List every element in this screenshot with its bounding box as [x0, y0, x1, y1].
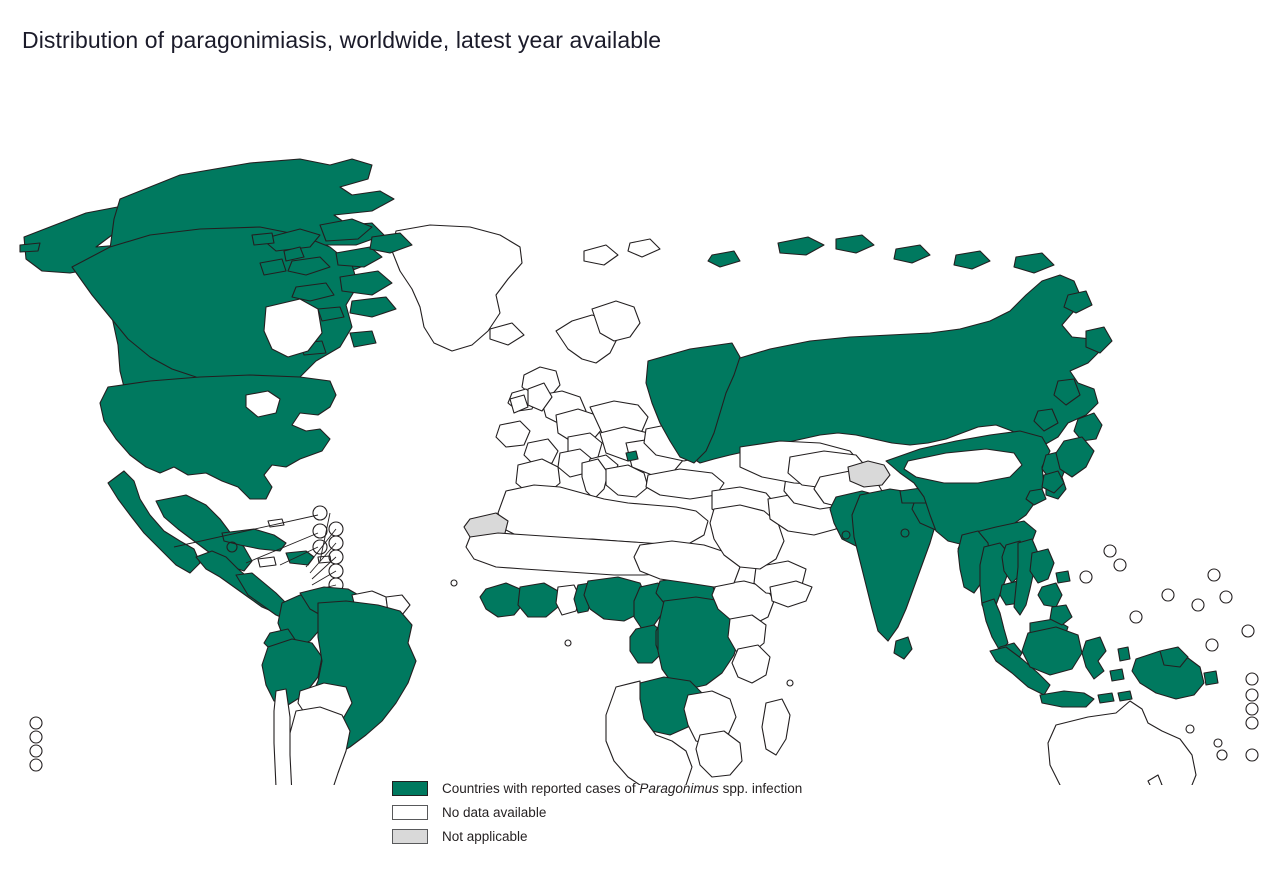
country-region [1073, 412, 1103, 442]
legend-item-reported: Countries with reported cases of Paragon… [392, 776, 862, 800]
country-region [1085, 326, 1113, 354]
country-region [893, 636, 913, 660]
legend-label-reported: Countries with reported cases of Paragon… [442, 781, 802, 796]
world-map [0, 95, 1280, 785]
country-region [555, 584, 581, 616]
legend-label-reported-pre: Countries with reported cases of [442, 780, 640, 796]
country-region [989, 646, 1051, 696]
country-region [291, 282, 335, 302]
pacific-island-callouts-left [29, 716, 43, 772]
country-region [107, 470, 201, 574]
country-region [953, 250, 991, 270]
country-region [1117, 690, 1133, 702]
country-region [1039, 690, 1095, 708]
legend-label-reported-species: Paragonimus [639, 780, 719, 796]
country-region [1021, 626, 1083, 676]
country-region [847, 460, 891, 488]
country-region [495, 420, 531, 448]
country-region [1063, 290, 1093, 314]
country-region [1041, 470, 1065, 494]
country-region [391, 224, 523, 352]
country-region [769, 580, 813, 608]
country-region [1037, 582, 1063, 608]
country-region [1147, 774, 1163, 785]
legend-label-reported-post: spp. infection [718, 780, 803, 796]
country-region [1159, 646, 1189, 668]
country-region [903, 448, 1023, 484]
country-region [1047, 700, 1197, 785]
country-region [605, 464, 649, 498]
country-region [1097, 692, 1115, 704]
country-region [339, 270, 393, 296]
country-region [335, 246, 383, 268]
country-region [583, 244, 619, 266]
country-region [517, 582, 559, 618]
country-region [489, 322, 525, 346]
country-region [283, 246, 305, 262]
country-region [1049, 604, 1073, 626]
country-region [273, 688, 293, 785]
country-region [155, 494, 253, 572]
legend-swatch-not-applicable [392, 828, 428, 844]
country-region [1109, 668, 1125, 682]
country-region [835, 234, 875, 254]
water-body [263, 298, 323, 358]
country-region [709, 504, 785, 570]
country-region [319, 218, 373, 242]
country-region [1053, 378, 1081, 406]
country-region [633, 540, 741, 588]
country-region [1013, 252, 1055, 274]
world-map-svg [19, 158, 1259, 785]
country-region [287, 706, 351, 785]
country-region [1033, 408, 1059, 432]
country-region [349, 296, 397, 318]
legend-swatch-reported [392, 780, 428, 796]
country-region [761, 698, 791, 756]
country-region [349, 330, 377, 348]
country-region [259, 258, 287, 276]
country-region [251, 232, 275, 246]
water-body [245, 390, 281, 418]
country-region [1029, 548, 1055, 584]
country-region [981, 598, 1009, 652]
country-region [19, 242, 41, 253]
country-region [591, 300, 641, 342]
country-region [1055, 570, 1071, 584]
country-region [627, 238, 661, 258]
country-region [1203, 670, 1219, 686]
map-legend: Countries with reported cases of Paragon… [392, 776, 862, 848]
country-region [695, 730, 743, 778]
country-region [1025, 488, 1047, 506]
country-region [1055, 436, 1095, 478]
country-region [479, 582, 525, 618]
country-region [605, 680, 693, 785]
country-region [527, 382, 553, 412]
pacific-island-callouts-right [841, 528, 1259, 762]
page-title: Distribution of paragonimiasis, worldwid… [22, 27, 662, 53]
country-region [625, 450, 639, 462]
legend-item-not-applicable: Not applicable [392, 824, 862, 848]
country-region [71, 226, 359, 414]
country-region [257, 556, 277, 568]
legend-label-not-applicable: Not applicable [442, 828, 528, 844]
country-region [645, 342, 741, 464]
country-region [731, 644, 771, 684]
country-region [777, 236, 825, 256]
country-region [583, 576, 647, 622]
country-region [523, 438, 559, 466]
country-region [287, 256, 331, 276]
country-region [1081, 636, 1107, 680]
country-region [707, 250, 741, 268]
country-region [317, 306, 345, 322]
country-region [261, 228, 321, 252]
country-region [509, 394, 529, 414]
country-region [581, 458, 609, 500]
country-region [369, 232, 413, 254]
legend-swatch-no-data [392, 804, 428, 820]
legend-label-no-data: No data available [442, 804, 547, 820]
legend-item-no-data: No data available [392, 800, 862, 824]
country-region [893, 244, 931, 264]
country-region [1117, 646, 1131, 662]
country-region [99, 374, 337, 500]
